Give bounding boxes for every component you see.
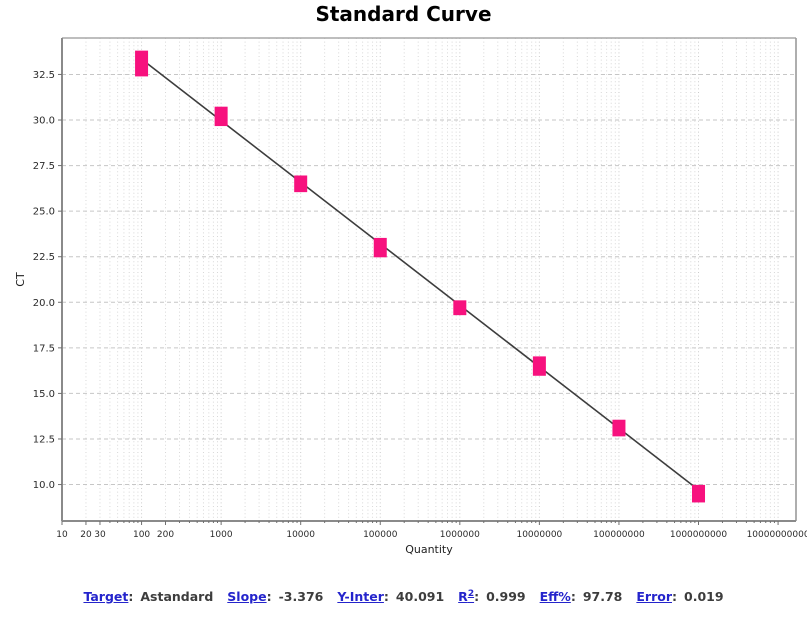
y-axis-title: CT (14, 272, 27, 287)
stat-item-target: Target: Astandard (83, 589, 213, 604)
x-tick-label: 30 (94, 530, 106, 540)
y-axis: 10.0 12.5 15.0 17.5 20.0 22.5 25.0 27.5 30.0 32.5 (33, 70, 62, 491)
stat-item-slope: Slope: -3.376 (227, 589, 323, 604)
y-tick-label: 30.0 (33, 116, 55, 127)
stat-item-yinter: Y-Inter: 40.091 (337, 589, 444, 604)
stat-value: 0.999 (486, 589, 526, 605)
stat-value: 97.78 (582, 589, 623, 605)
x-tick-label: 10000 (286, 530, 315, 540)
horizontal-gridlines (62, 73, 796, 486)
x-axis: 10 20 30 100 200 1000 10000 100000 1000000 100000… (56, 521, 807, 540)
x-tick-label: 1000000 (440, 530, 480, 540)
data-point[interactable] (214, 106, 228, 127)
stat-colon: : (266, 589, 272, 605)
stat-item-error: Error: 0.019 (636, 589, 723, 604)
x-tick-label: 20 (80, 530, 92, 540)
data-point[interactable] (692, 484, 706, 503)
stat-item-eff: Eff%: 97.78 (540, 589, 623, 604)
y-tick-label: 17.5 (33, 343, 55, 354)
stat-label[interactable]: Error (636, 589, 672, 605)
data-point[interactable] (532, 356, 546, 376)
series-astandard (135, 50, 706, 503)
y-tick-label: 25.0 (33, 207, 55, 218)
stat-colon: : (474, 589, 480, 605)
stats-bar: Target: Astandard Slope: -3.376 Y-Inter: 40.0… (0, 589, 807, 604)
stat-label-superscript: 2 (467, 589, 475, 599)
x-tick-label: 100000 (363, 530, 398, 540)
stat-colon: : (570, 589, 576, 605)
x-tick-label: 10000000 (516, 530, 562, 540)
x-tick-label: 1000 (210, 530, 233, 540)
x-tick-label: 10 (56, 530, 68, 540)
x-tick-label: 200 (157, 530, 174, 540)
data-point[interactable] (453, 300, 467, 316)
regression-line (141, 58, 699, 491)
data-point[interactable] (135, 50, 149, 77)
stat-label[interactable]: Y-Inter (337, 589, 384, 605)
data-point[interactable] (612, 419, 626, 437)
vertical-gridlines (85, 38, 779, 521)
x-tick-label: 10000000000 (747, 530, 807, 540)
stat-value: -3.376 (278, 589, 324, 605)
stat-label[interactable]: R2 (458, 589, 475, 605)
y-tick-label: 20.0 (33, 298, 55, 309)
stat-label[interactable]: Target (83, 589, 129, 605)
x-tick-label: 100000000 (593, 530, 645, 540)
stat-colon: : (383, 589, 389, 605)
stat-value: 40.091 (395, 589, 445, 605)
y-tick-label: 32.5 (33, 70, 55, 81)
data-point[interactable] (294, 175, 308, 193)
stat-item-r: R2: 0.999 (458, 589, 525, 604)
stat-label[interactable]: Eff% (539, 589, 571, 605)
y-tick-label: 15.0 (33, 389, 55, 400)
stat-value: Astandard (140, 589, 214, 605)
y-tick-label: 12.5 (33, 434, 55, 445)
stat-colon: : (672, 589, 677, 605)
y-tick-label: 22.5 (33, 252, 55, 263)
stat-label[interactable]: Slope (227, 589, 267, 605)
plot-area (62, 38, 796, 521)
y-tick-label: 10.0 (33, 480, 55, 491)
stat-colon: : (128, 589, 134, 605)
plot-border (61, 37, 797, 522)
standard-curve-plot: 10 20 30 100 200 1000 10000 100000 1000000 100000… (14, 37, 807, 556)
stat-value: 0.019 (684, 589, 724, 605)
x-axis-title: Quantity (405, 543, 453, 556)
data-point[interactable] (373, 237, 387, 258)
chart-title: Standard Curve (315, 2, 492, 26)
x-tick-label: 100 (133, 530, 150, 540)
x-tick-label: 1000000000 (670, 530, 728, 540)
y-tick-label: 27.5 (33, 161, 55, 172)
